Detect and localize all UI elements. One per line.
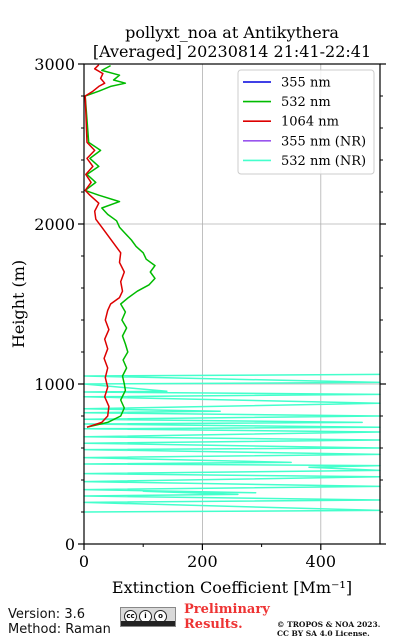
preliminary-line1: Preliminary: [184, 602, 270, 617]
series-line: [84, 64, 156, 428]
x-tick-label: 200: [187, 552, 218, 571]
preliminary-line2: Results.: [184, 617, 243, 632]
series-lines: [83, 64, 381, 513]
copyright-line1: © TROPOS & NOA 2023.: [277, 620, 381, 629]
legend-box: [237, 69, 375, 175]
version-text: Version: 3.6: [8, 607, 85, 622]
legend-label: 355 nm (NR): [281, 134, 366, 149]
axis-ticks: 0 200 400 0 1000 2000 3000: [34, 55, 386, 571]
preliminary-notice: Preliminary Results.: [184, 602, 270, 632]
legend-label: 532 nm (NR): [281, 154, 366, 169]
y-tick-label: 0: [65, 535, 75, 554]
copyright-line2: CC BY SA 4.0 License.: [277, 629, 370, 638]
series-line: [83, 373, 381, 513]
y-tick-label: 1000: [34, 375, 75, 394]
cc-license-badge: cc i o: [120, 607, 176, 627]
x-tick-label: 400: [306, 552, 337, 571]
plot-frame: [83, 63, 381, 545]
legend-label: 1064 nm: [281, 115, 339, 130]
legend-label: 355 nm: [281, 76, 331, 91]
copyright-notice: © TROPOS & NOA 2023. CC BY SA 4.0 Licens…: [277, 620, 380, 638]
chart-title-line1: pollyxt_noa at Antikythera: [125, 23, 339, 42]
x-axis-label: Extinction Coefficient [Mm⁻¹]: [112, 578, 352, 597]
method-text: Method: Raman: [8, 622, 111, 637]
chart-title-line2: [Averaged] 20230814 21:41-22:41: [93, 42, 371, 61]
y-tick-label: 3000: [34, 55, 75, 74]
y-tick-label: 2000: [34, 215, 75, 234]
cc-badge-strip: [121, 621, 175, 626]
legend: 355 nm 532 nm 1064 nm 355 nm (NR) 532 nm (NR…: [237, 69, 375, 175]
y-axis-label: Height (m): [9, 260, 28, 348]
x-tick-label: 0: [79, 552, 89, 571]
series-line: [84, 64, 126, 428]
legend-label: 532 nm: [281, 95, 331, 110]
